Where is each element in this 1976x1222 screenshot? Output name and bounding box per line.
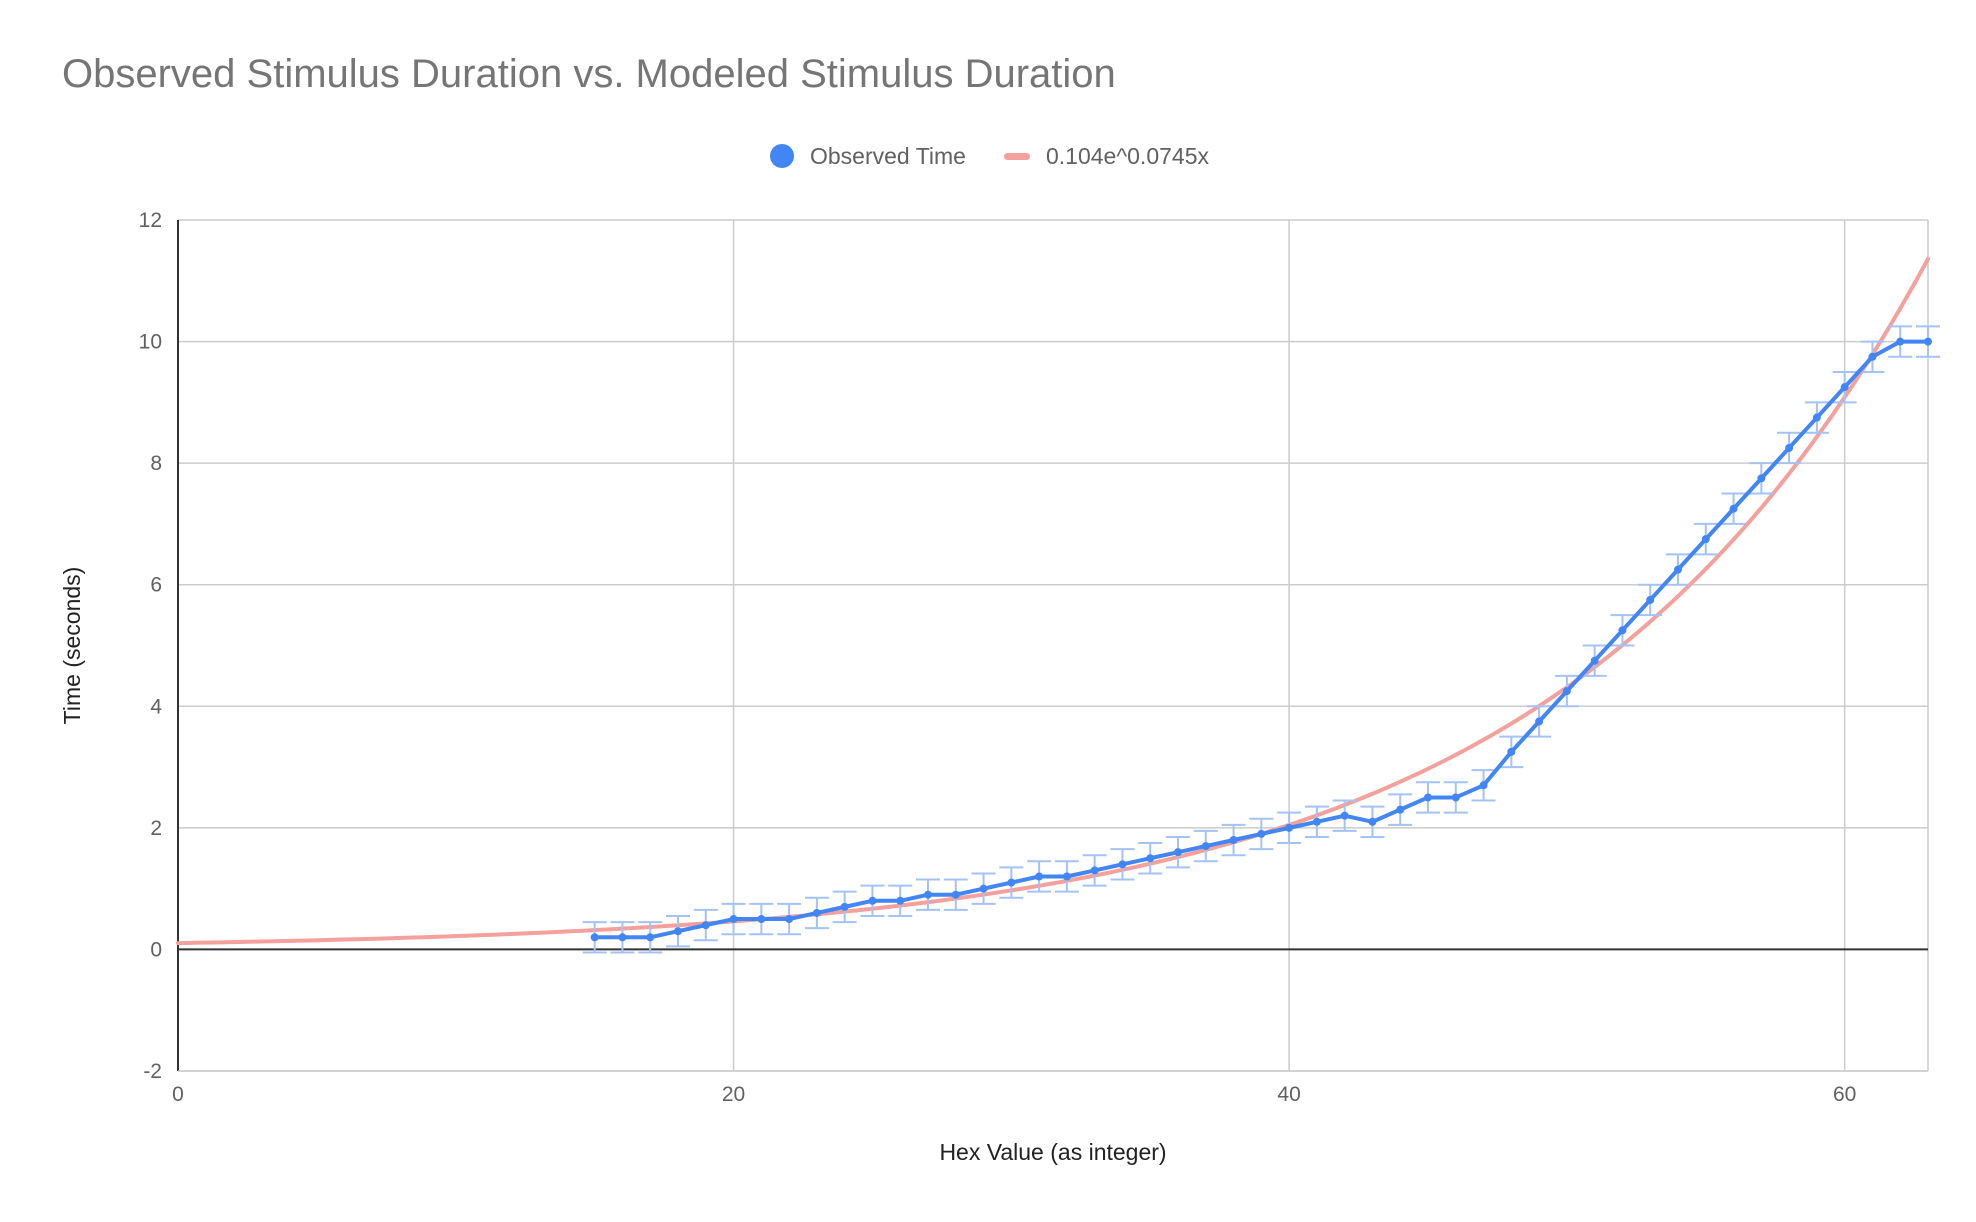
y-tick-label: -2	[143, 1060, 162, 1083]
data-point	[924, 890, 932, 899]
y-tick-label: 0	[150, 938, 162, 961]
data-point	[1590, 656, 1599, 665]
data-point	[1535, 717, 1544, 726]
data-point	[1729, 504, 1738, 513]
trendline-series	[176, 256, 1930, 946]
data-point	[1840, 383, 1849, 392]
axes	[177, 220, 1928, 1072]
data-point	[812, 908, 821, 917]
error-bars	[582, 325, 1940, 954]
data-point	[1646, 595, 1655, 604]
tick-labels: -2 0 2 4 6 8 10 12 0 20 40 60	[139, 209, 1857, 1106]
data-point	[1507, 747, 1516, 756]
y-tick-label: 8	[150, 452, 162, 475]
y-tick-label: 10	[139, 331, 162, 354]
observed-series	[590, 337, 1932, 942]
legend-line-icon	[1004, 152, 1030, 160]
data-point	[1451, 793, 1460, 802]
y-tick-label: 4	[150, 695, 162, 718]
data-point	[1007, 878, 1016, 887]
data-point	[1257, 829, 1266, 838]
data-point	[1035, 872, 1044, 881]
data-point	[1285, 823, 1294, 832]
data-point	[896, 896, 905, 905]
data-point	[757, 915, 766, 924]
data-point	[979, 884, 988, 893]
x-tick-label: 0	[172, 1083, 184, 1106]
data-point	[1146, 854, 1155, 863]
data-point	[1229, 836, 1238, 845]
data-point	[1618, 626, 1627, 635]
y-tick-label: 6	[150, 574, 162, 597]
y-tick-label: 2	[150, 817, 162, 840]
trendline-curve	[176, 256, 1930, 946]
data-point	[1090, 866, 1099, 875]
y-tick-label: 12	[139, 209, 162, 232]
chart-title: Observed Stimulus Duration vs. Modeled S…	[62, 52, 1116, 96]
data-point	[1701, 535, 1710, 544]
data-point	[1896, 337, 1905, 346]
data-point	[1340, 811, 1349, 820]
data-point	[1812, 413, 1821, 422]
data-point	[1174, 848, 1182, 857]
data-point	[1674, 565, 1682, 574]
legend-item-trendline[interactable]: 0.104e^0.0745x	[1004, 136, 1209, 176]
data-point	[1368, 817, 1377, 826]
data-point	[840, 902, 849, 911]
legend-item-observed[interactable]: Observed Time	[770, 136, 966, 176]
data-point	[1424, 793, 1432, 802]
data-point	[1868, 352, 1877, 361]
data-point	[1785, 443, 1794, 452]
data-point	[729, 915, 738, 924]
data-point	[951, 890, 960, 899]
legend-label-observed: Observed Time	[810, 142, 966, 169]
data-point	[701, 921, 710, 930]
data-point	[1396, 805, 1405, 814]
gridlines	[178, 219, 1929, 1072]
x-tick-label: 40	[1277, 1083, 1300, 1106]
y-axis-title: Time (seconds)	[59, 567, 85, 725]
data-point	[646, 933, 655, 942]
x-tick-label: 20	[722, 1083, 745, 1106]
x-tick-label: 60	[1833, 1083, 1856, 1106]
data-point	[1118, 860, 1127, 869]
data-point	[1312, 817, 1321, 826]
x-axis-title: Hex Value (as integer)	[939, 1139, 1166, 1165]
legend-dot-icon	[770, 144, 794, 168]
data-point	[785, 915, 794, 924]
data-point	[1924, 337, 1932, 346]
data-point	[1562, 687, 1571, 696]
legend: Observed Time 0.104e^0.0745x	[0, 136, 1976, 176]
legend-label-trendline: 0.104e^0.0745x	[1046, 142, 1209, 169]
data-point	[590, 933, 599, 942]
data-point	[1062, 872, 1071, 881]
data-point	[1757, 474, 1766, 483]
data-point	[674, 927, 682, 936]
data-point	[1479, 781, 1488, 790]
data-point	[868, 896, 877, 905]
data-point	[618, 933, 627, 942]
data-point	[1201, 842, 1210, 851]
